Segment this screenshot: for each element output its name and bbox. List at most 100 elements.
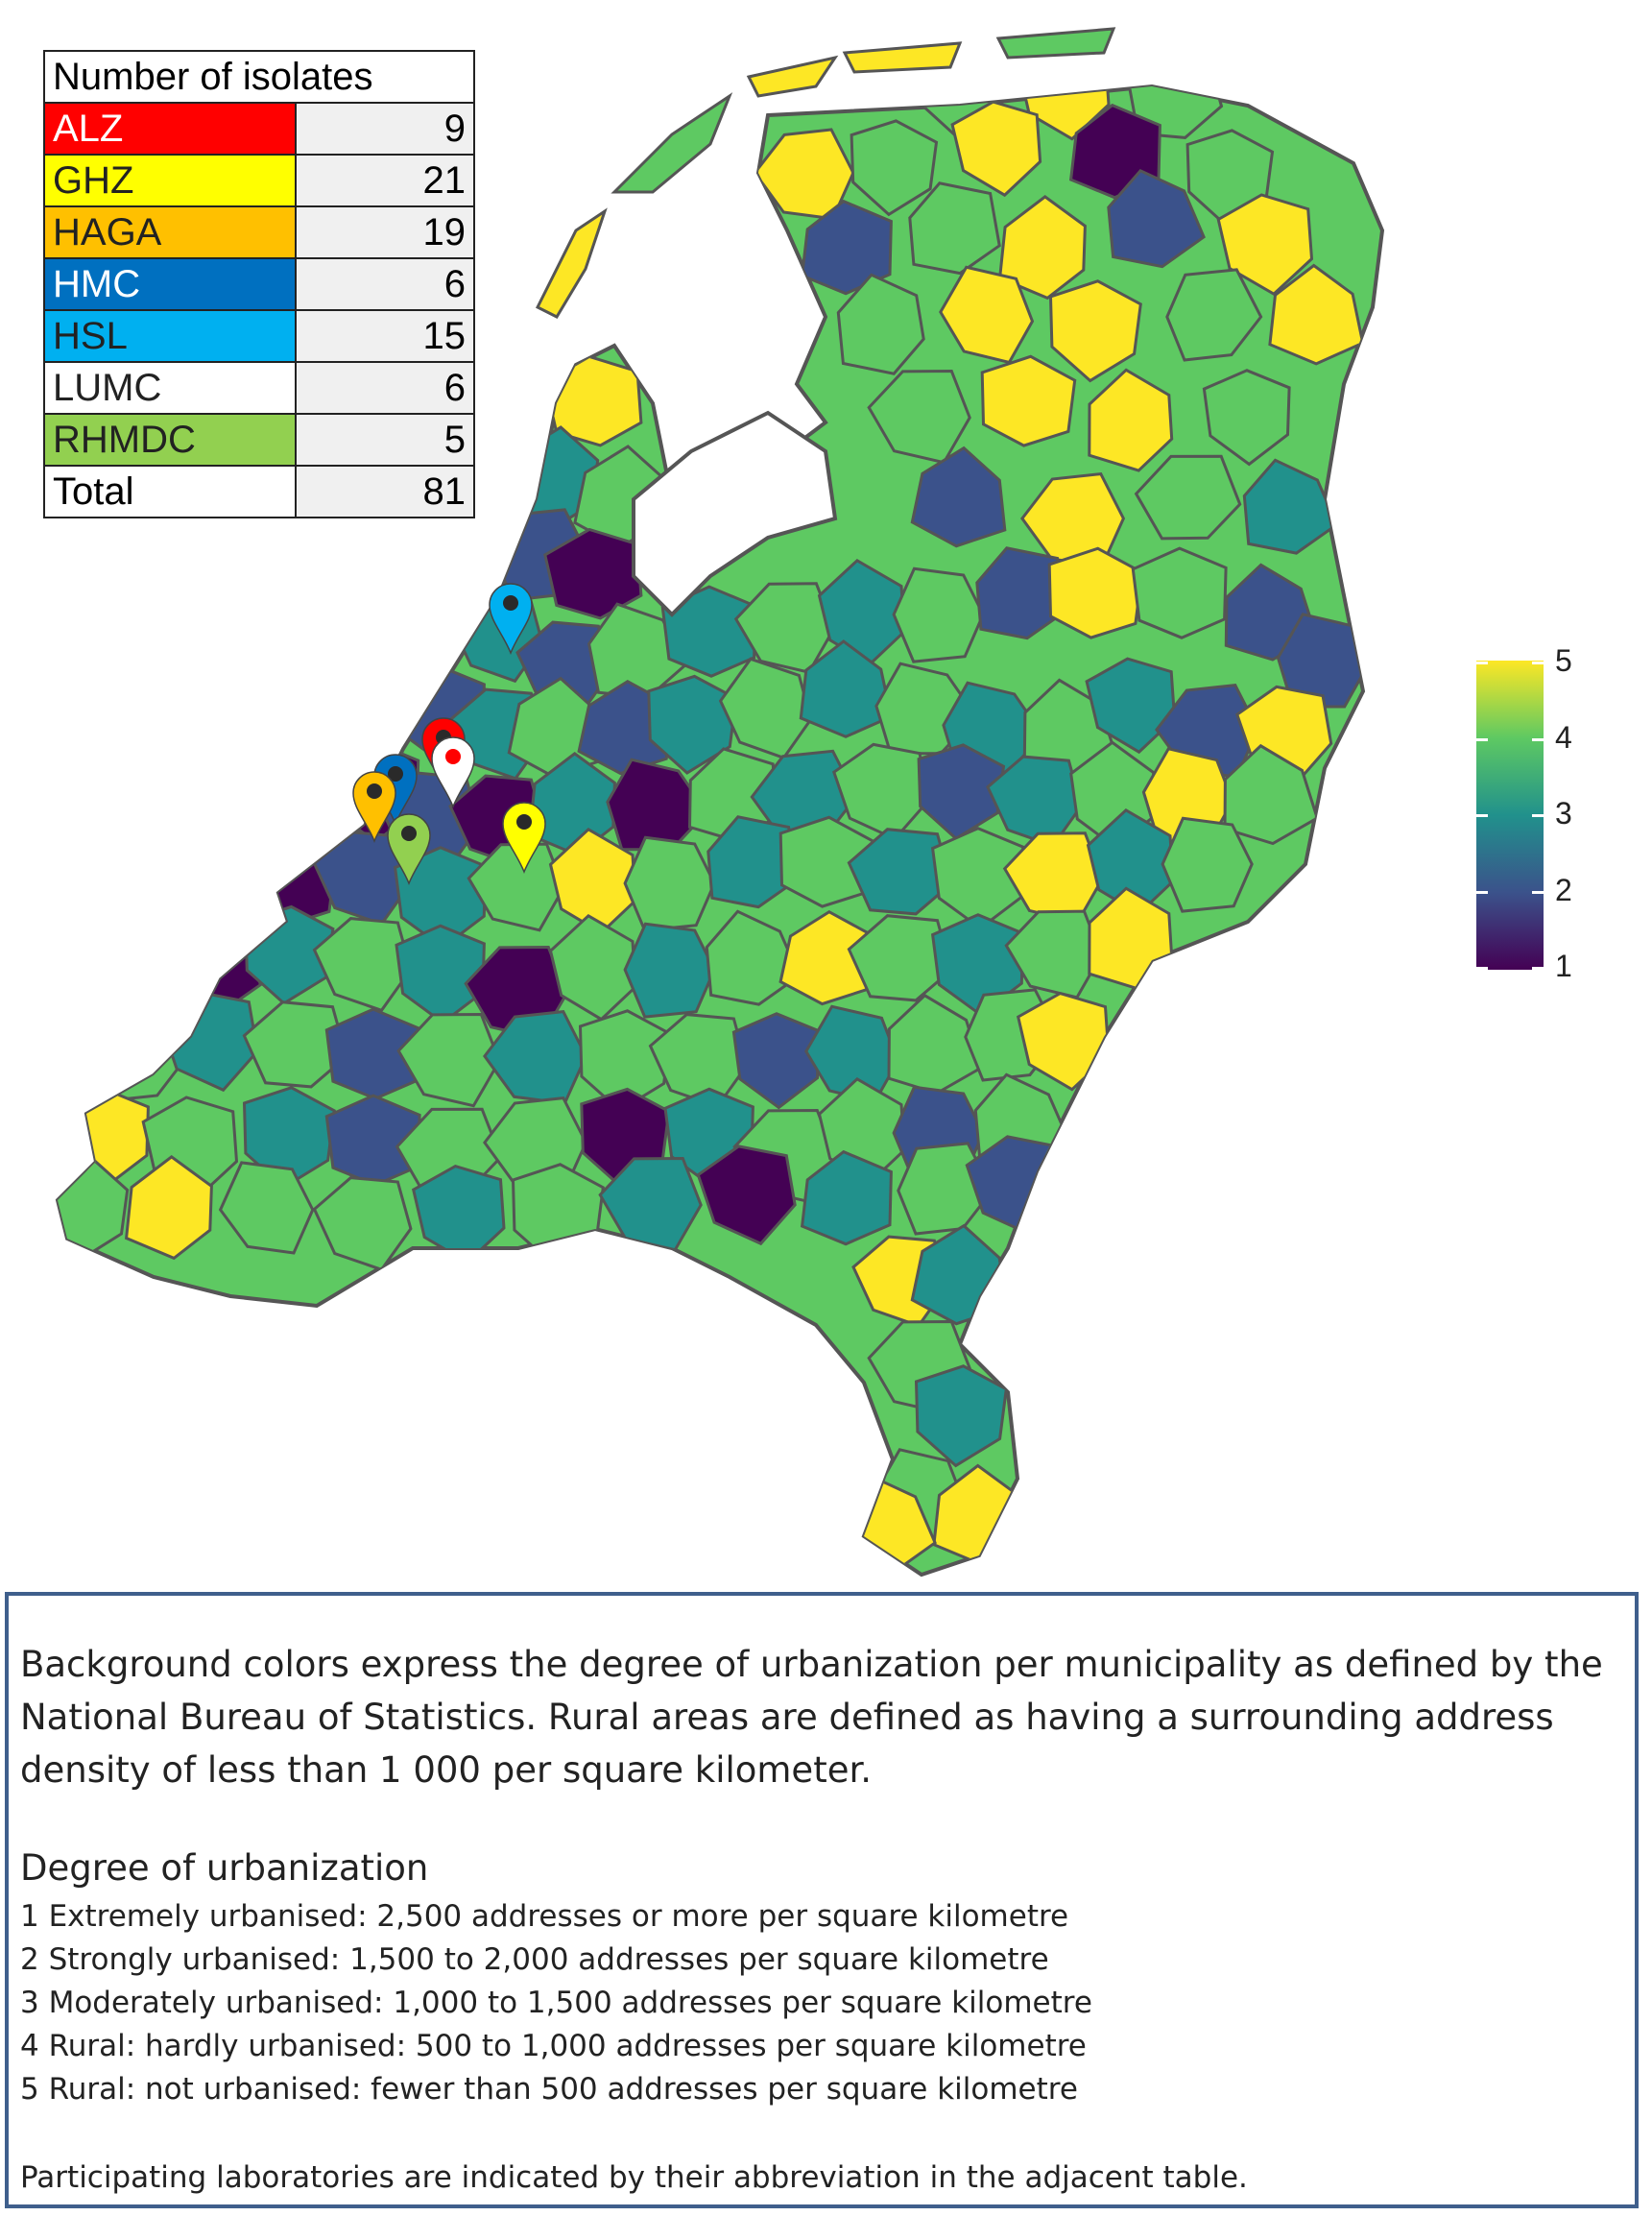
municipality — [800, 1149, 893, 1246]
municipality — [396, 1012, 501, 1108]
urbanization-level-3: 3 Moderately urbanised: 1,000 to 1,500 a… — [20, 1986, 1092, 2020]
municipality — [980, 354, 1077, 447]
lab-name-cell: RHMDC — [43, 413, 297, 467]
urbanization-map: Number of isolates ALZ 9 GHZ 21 HAGA 19 HMC 6 HS… — [43, 27, 1572, 1578]
isolate-count-cell: 5 — [295, 413, 475, 467]
colorbar-tick — [1476, 967, 1488, 970]
isolate-count-cell: 9 — [295, 102, 475, 156]
lab-location-pin-icon — [502, 802, 546, 875]
caption-heading: Degree of urbanization — [20, 1847, 429, 1889]
isolate-count-cell: 21 — [295, 154, 475, 207]
municipality — [1016, 991, 1111, 1092]
colorbar-tick — [1532, 737, 1544, 741]
urbanization-level-5: 5 Rural: not urbanised: fewer than 500 a… — [20, 2072, 1078, 2107]
municipality — [242, 1000, 348, 1089]
table-row: HAGA 19 — [43, 205, 475, 259]
colorbar-label: 5 — [1555, 643, 1572, 678]
municipality — [910, 446, 1007, 548]
table-total-row: Total 81 — [43, 465, 475, 518]
lab-name-cell: HAGA — [43, 205, 297, 259]
colorbar-tick — [1532, 890, 1544, 894]
municipality — [950, 100, 1042, 198]
urbanization-colorbar — [1476, 661, 1544, 970]
municipality — [1107, 168, 1206, 269]
isolate-count-cell: 6 — [295, 361, 475, 415]
lab-name-cell: ALZ — [43, 102, 297, 156]
isolate-count-cell: 19 — [295, 205, 475, 259]
lab-location-pin-icon — [387, 813, 431, 886]
colorbar-label: 2 — [1555, 872, 1572, 907]
municipality — [623, 835, 716, 932]
municipality — [1161, 816, 1254, 913]
municipality — [847, 828, 953, 916]
municipality — [1242, 458, 1339, 555]
table-row: RHMDC 5 — [43, 413, 475, 467]
table-header-row: Number of isolates — [43, 50, 475, 104]
municipality — [696, 1144, 797, 1246]
municipality — [312, 917, 413, 1013]
municipality — [623, 922, 716, 1019]
isolate-count-cell: 6 — [295, 257, 475, 311]
colorbar-tick — [1476, 890, 1488, 894]
municipality — [1268, 263, 1365, 366]
municipality — [1131, 546, 1228, 639]
table-row: ALZ 9 — [43, 102, 475, 156]
netherlands-choropleth — [55, 27, 1385, 1578]
municipality — [892, 566, 985, 663]
total-count-cell: 81 — [295, 465, 475, 518]
caption-box: Background colors express the degree of … — [5, 1592, 1639, 2208]
municipality — [1165, 268, 1263, 362]
municipality — [836, 273, 925, 375]
lab-location-pin-icon — [352, 771, 396, 844]
lab-name-cell: GHZ — [43, 154, 297, 207]
colorbar-tick — [1476, 737, 1488, 741]
municipality — [850, 119, 939, 217]
table-row: LUMC 6 — [43, 361, 475, 415]
lab-name-cell: HMC — [43, 257, 297, 311]
lab-name-cell: HSL — [43, 309, 297, 363]
colorbar-tick — [1532, 814, 1544, 817]
municipality — [847, 914, 953, 1002]
municipality — [705, 909, 802, 1006]
isolate-count-cell: 15 — [295, 309, 475, 363]
wadden-island — [535, 207, 608, 319]
lab-name-cell: LUMC — [43, 361, 297, 415]
municipality — [706, 815, 800, 909]
municipality — [1134, 454, 1242, 541]
table-row: HMC 6 — [43, 257, 475, 311]
municipality — [467, 842, 565, 932]
urbanization-level-4: 4 Rural: hardly urbanised: 500 to 1,000 … — [20, 2029, 1087, 2063]
municipality — [908, 181, 1001, 276]
wadden-island — [611, 92, 733, 194]
urbanization-level-1: 1 Extremely urbanised: 2,500 addresses o… — [20, 1899, 1069, 1934]
table-header: Number of isolates — [43, 50, 475, 104]
municipality — [124, 1155, 213, 1261]
colorbar-tick — [1476, 662, 1488, 664]
urbanization-level-2: 2 Strongly urbanised: 1,500 to 2,000 add… — [20, 1942, 1049, 1977]
lab-location-pin-icon — [431, 736, 475, 809]
municipality — [1088, 368, 1174, 472]
colorbar-tick — [1476, 814, 1488, 817]
colorbar-label: 3 — [1555, 796, 1572, 831]
ijsselmeer-lake — [632, 410, 838, 617]
table-row: GHZ 21 — [43, 154, 475, 207]
colorbar-label: 4 — [1555, 719, 1572, 755]
municipality — [1216, 193, 1314, 297]
municipality — [1202, 369, 1291, 467]
municipality — [511, 1163, 605, 1266]
wadden-island — [842, 41, 963, 74]
municipality — [975, 546, 1068, 640]
municipality — [218, 1161, 315, 1255]
caption-intro: Background colors express the degree of … — [20, 1644, 1603, 1791]
municipality — [799, 639, 894, 738]
isolates-table: Number of isolates ALZ 9 GHZ 21 HAGA 19 HMC 6 HS… — [43, 50, 475, 518]
municipality — [997, 195, 1087, 301]
municipality — [800, 199, 893, 296]
table-row: HSL 15 — [43, 309, 475, 363]
colorbar-tick — [1532, 662, 1544, 664]
lab-markers — [352, 583, 546, 886]
colorbar-label: 1 — [1555, 949, 1572, 983]
municipality — [1048, 279, 1142, 383]
lab-location-pin-icon — [489, 583, 533, 656]
municipality — [1223, 743, 1319, 846]
